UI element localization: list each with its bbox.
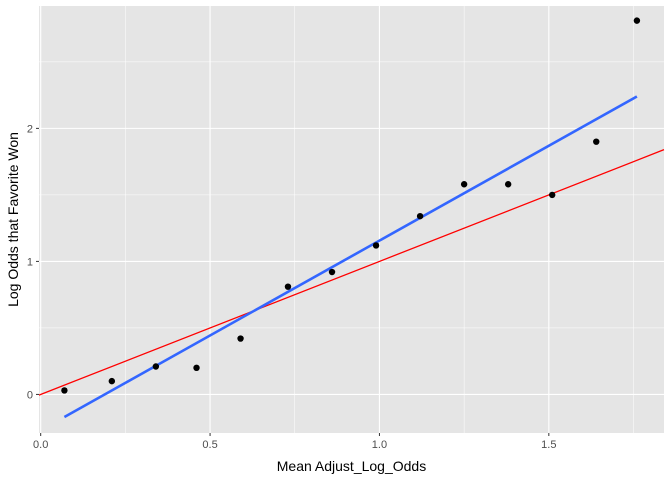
x-tick-label: 0.0 (33, 439, 48, 451)
data-point (372, 242, 380, 249)
reference-line (38, 149, 665, 396)
data-point (152, 363, 160, 370)
data-point (284, 283, 292, 290)
data-point (504, 181, 512, 188)
data-point (416, 212, 424, 220)
data-point (549, 191, 556, 199)
data-point (61, 387, 68, 394)
grid-major (39, 6, 664, 433)
y-tick-label: 1 (27, 256, 33, 268)
y-tick-label: 2 (27, 123, 33, 135)
x-axis-ticks: 0.0 0.5 1.0 1.5 (33, 433, 556, 451)
y-tick-label: 0 (27, 389, 33, 401)
plot-panel (39, 6, 664, 433)
x-axis-title: Mean Adjust_Log_Odds (277, 458, 426, 474)
data-point (460, 181, 468, 188)
x-tick-label: 1.5 (541, 439, 556, 451)
x-tick-label: 0.5 (202, 439, 217, 451)
y-axis-ticks: 0 1 2 (27, 123, 39, 401)
data-point (237, 335, 244, 342)
data-point (193, 364, 200, 372)
data-point (633, 17, 641, 24)
data-points (61, 17, 641, 394)
data-point (108, 377, 116, 385)
fit-line (63, 95, 638, 419)
y-axis-title: Log Odds that Favorite Won (5, 132, 21, 307)
x-tick-label: 1.0 (372, 439, 387, 451)
grid-minor (39, 6, 664, 433)
data-point (328, 268, 336, 276)
data-point (593, 138, 600, 145)
